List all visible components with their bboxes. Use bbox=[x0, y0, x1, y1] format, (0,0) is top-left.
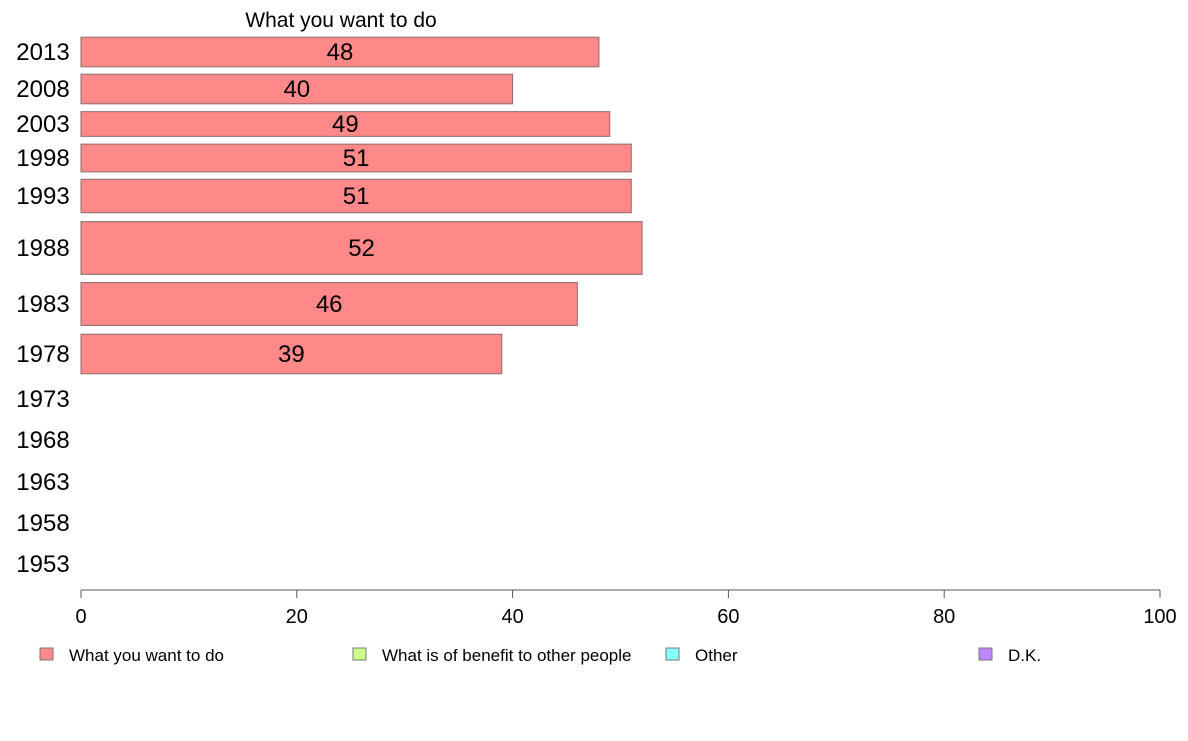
bar-value-label: 49 bbox=[332, 111, 359, 138]
bar-value-label: 51 bbox=[343, 183, 370, 210]
y-axis-labels: 2013 2008 2003 1998 1993 1988 1983 1978 1973 1968… bbox=[16, 39, 69, 578]
bar bbox=[80, 143, 632, 173]
legend-label: Other bbox=[695, 646, 738, 665]
y-tick-label: 1973 bbox=[16, 386, 69, 413]
legend-swatch bbox=[39, 647, 54, 661]
y-tick-label: 1963 bbox=[16, 469, 69, 496]
y-tick-label: 1958 bbox=[16, 510, 69, 537]
bar-value-label: 51 bbox=[343, 145, 370, 172]
y-tick-label: 2003 bbox=[16, 111, 69, 138]
y-tick-label: 1993 bbox=[16, 183, 69, 210]
legend-swatch bbox=[978, 647, 993, 661]
chart-title: What you want to do bbox=[245, 9, 436, 32]
legend: What you want to do What is of benefit to… bbox=[39, 646, 1041, 665]
legend-item: What you want to do bbox=[39, 646, 224, 665]
bar bbox=[80, 73, 514, 105]
bar-value-label: 52 bbox=[348, 235, 375, 262]
bar-value-label: 40 bbox=[283, 76, 310, 103]
x-tick-label: 40 bbox=[501, 606, 523, 628]
bar-value-label: 39 bbox=[278, 341, 305, 368]
bar bbox=[80, 178, 632, 214]
x-tick-label: 80 bbox=[933, 606, 955, 628]
bars-layer: 48 40 49 51 51 52 46 39 bbox=[80, 36, 643, 375]
bar bbox=[80, 111, 611, 137]
x-tick-label: 100 bbox=[1143, 606, 1176, 628]
y-tick-label: 1968 bbox=[16, 427, 69, 454]
legend-swatch bbox=[665, 647, 680, 661]
bar-value-label: 48 bbox=[327, 39, 354, 66]
y-tick-label: 2013 bbox=[16, 39, 69, 66]
legend-item: Other bbox=[665, 646, 738, 665]
bar-value-label: 46 bbox=[316, 291, 343, 318]
x-tick-label: 60 bbox=[717, 606, 739, 628]
y-tick-label: 1988 bbox=[16, 235, 69, 262]
legend-item: What is of benefit to other people bbox=[352, 646, 632, 665]
x-tick-label: 0 bbox=[75, 606, 86, 628]
bar bbox=[80, 36, 600, 68]
y-tick-label: 1983 bbox=[16, 291, 69, 318]
legend-label: What you want to do bbox=[69, 646, 224, 665]
bar bbox=[80, 221, 643, 275]
bar bbox=[80, 282, 578, 326]
legend-label: What is of benefit to other people bbox=[382, 646, 632, 665]
y-tick-label: 2008 bbox=[16, 76, 69, 103]
y-tick-label: 1953 bbox=[16, 551, 69, 578]
x-axis: 0 20 40 60 80 100 bbox=[75, 589, 1177, 628]
legend-label: D.K. bbox=[1008, 646, 1041, 665]
y-tick-label: 1998 bbox=[16, 145, 69, 172]
legend-swatch bbox=[352, 647, 367, 661]
x-tick-label: 20 bbox=[286, 606, 308, 628]
legend-item: D.K. bbox=[978, 646, 1041, 665]
bar bbox=[80, 333, 503, 375]
y-tick-label: 1978 bbox=[16, 341, 69, 368]
